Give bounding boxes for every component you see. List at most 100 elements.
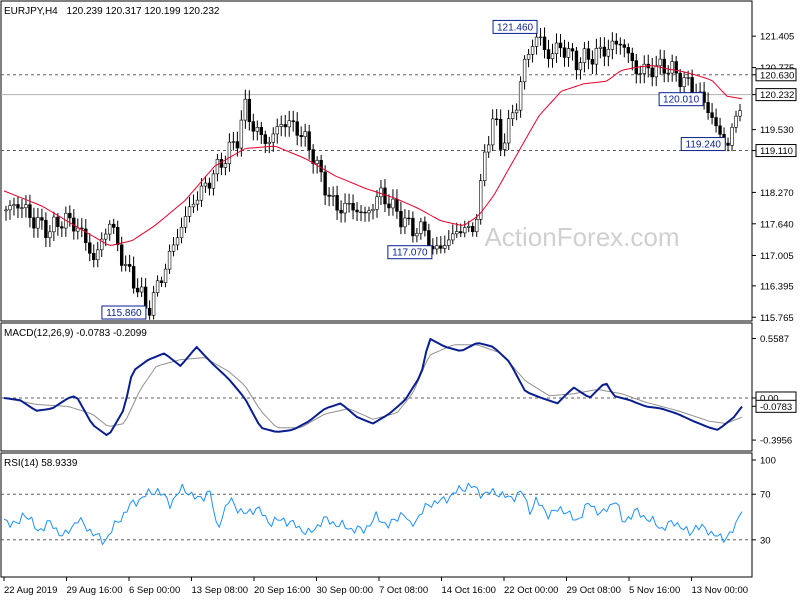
candle — [32, 207, 36, 238]
candle-body — [622, 44, 627, 48]
watermark-text: ActionForex.com — [484, 222, 679, 252]
x-tick-label: 5 Nov 16:00 — [629, 585, 680, 596]
price-candles — [4, 27, 742, 320]
price-annotation: 121.460 — [492, 19, 538, 34]
candle-body — [331, 195, 335, 197]
price-annotation-label: 120.010 — [663, 95, 700, 106]
candle-body — [658, 58, 662, 67]
candle-body — [100, 238, 104, 251]
candle-body — [494, 118, 499, 120]
candle-body — [275, 126, 279, 135]
candle-body — [267, 141, 271, 144]
candle-body — [32, 217, 36, 229]
candle-body — [151, 292, 156, 316]
candle-body — [16, 204, 20, 209]
candle — [175, 228, 180, 251]
candle — [44, 212, 48, 248]
x-tick-label: 22 Oct 00:00 — [504, 585, 558, 596]
candle — [602, 37, 607, 67]
candle — [654, 55, 658, 87]
candle-body — [714, 117, 718, 127]
candle — [622, 39, 627, 58]
candle-body — [147, 307, 152, 316]
y-tick-label: 119.530 — [760, 125, 794, 136]
candle — [642, 55, 646, 84]
candle-body — [259, 127, 263, 135]
candle-body — [674, 61, 678, 74]
y-tick-box — [755, 88, 797, 102]
candle — [112, 218, 116, 234]
candle — [455, 222, 459, 238]
candle — [100, 232, 104, 258]
candle-body — [455, 231, 459, 235]
candle — [494, 108, 499, 126]
price-annotation-label: 115.860 — [106, 308, 142, 319]
candle-body — [447, 239, 451, 246]
candle — [662, 50, 666, 83]
candle-body — [391, 198, 395, 209]
time-axis: 22 Aug 2019 29 Aug 16:00 6 Sep 00:00 13 Sep… — [3, 577, 748, 596]
candle — [486, 136, 491, 158]
price-annotation: 115.860 — [101, 305, 147, 320]
candle-body — [60, 226, 64, 229]
candle — [12, 197, 16, 216]
candle — [115, 220, 120, 252]
candle — [307, 124, 311, 160]
candle — [399, 201, 403, 235]
candle-body — [399, 211, 403, 228]
candle — [411, 211, 415, 243]
candle-body — [582, 48, 587, 63]
rsi-panel: 100 70 30 RSI(14) 58.9339 — [0, 452, 776, 578]
candle-body — [526, 54, 531, 60]
candle-body — [479, 180, 483, 220]
candle-body — [283, 124, 287, 128]
candle — [542, 27, 547, 59]
candle — [52, 211, 56, 242]
rsi-axis: 100 70 30 — [752, 456, 776, 546]
moving-average-line — [3, 65, 743, 246]
candle — [40, 208, 44, 230]
candle-body — [167, 250, 172, 270]
candle-body — [610, 40, 615, 50]
candle — [211, 169, 216, 196]
candle-body — [255, 127, 260, 132]
candle-body — [522, 58, 527, 83]
candle — [147, 300, 152, 320]
candle-body — [514, 109, 519, 114]
x-tick-label: 7 Oct 08:00 — [379, 585, 428, 596]
candle — [522, 55, 527, 90]
x-tick-label: 20 Sep 16:00 — [254, 585, 311, 596]
candle — [223, 155, 228, 176]
price-annotation-label: 119.240 — [686, 140, 722, 151]
y-tick-label: 100 — [760, 456, 776, 467]
y-tick-label: 118.270 — [760, 188, 794, 199]
y-tick-label: -0.3956 — [760, 436, 792, 447]
candle-body — [451, 233, 455, 241]
y-tick-box — [755, 144, 797, 158]
y-tick-box — [755, 68, 797, 82]
candle-body — [606, 48, 611, 57]
candle-body — [299, 135, 303, 138]
candle — [518, 76, 523, 118]
y-tick-label: 115.765 — [760, 313, 794, 324]
candle-body — [251, 121, 256, 132]
candle-body — [135, 287, 140, 293]
candle — [475, 213, 479, 237]
candle — [135, 278, 140, 298]
candle-body — [363, 211, 367, 214]
candle — [36, 207, 40, 238]
candle — [251, 113, 256, 141]
x-tick-label: 29 Oct 08:00 — [567, 585, 621, 596]
candle-body — [518, 81, 523, 111]
candle-body — [586, 48, 591, 60]
candle-body — [287, 120, 291, 128]
candle-body — [104, 233, 108, 240]
candle-body — [467, 226, 471, 228]
candle — [726, 137, 730, 152]
candle-body — [163, 268, 168, 283]
candle — [319, 154, 323, 182]
candle-body — [155, 280, 160, 293]
candle — [20, 198, 24, 219]
candle — [614, 33, 619, 55]
candle-body — [4, 209, 8, 212]
